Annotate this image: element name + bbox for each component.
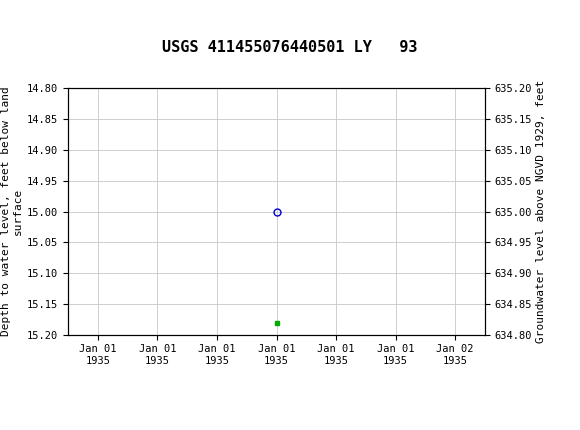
Text: USGS 411455076440501 LY   93: USGS 411455076440501 LY 93: [162, 40, 418, 55]
Y-axis label: Groundwater level above NGVD 1929, feet: Groundwater level above NGVD 1929, feet: [536, 80, 546, 343]
Y-axis label: Depth to water level, feet below land
surface: Depth to water level, feet below land su…: [1, 86, 23, 336]
Text: ≡USGS: ≡USGS: [6, 7, 66, 22]
